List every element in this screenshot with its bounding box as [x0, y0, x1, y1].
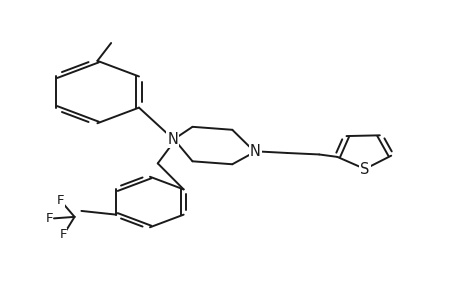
Text: S: S — [359, 161, 369, 176]
Text: F: F — [57, 194, 64, 207]
Text: N: N — [167, 132, 178, 147]
Text: N: N — [249, 144, 260, 159]
Text: F: F — [59, 228, 67, 241]
Text: F: F — [45, 212, 53, 225]
